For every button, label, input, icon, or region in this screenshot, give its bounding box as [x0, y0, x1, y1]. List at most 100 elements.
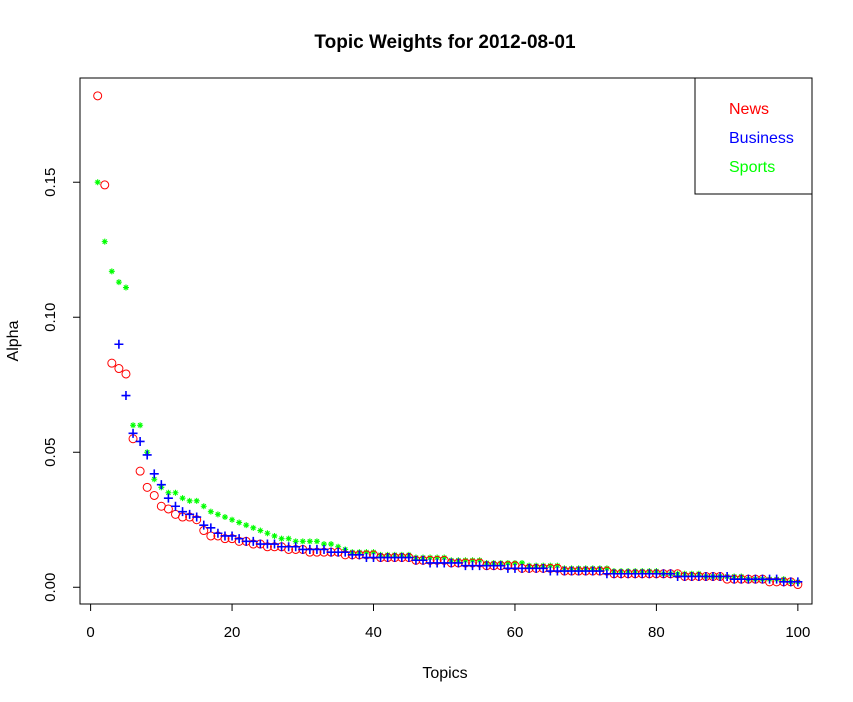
point-sports: [122, 284, 129, 291]
point-sports: [264, 530, 271, 537]
point-sports: [179, 495, 186, 502]
point-news: [93, 91, 103, 101]
data-points: [93, 91, 803, 590]
point-sports: [299, 538, 306, 545]
point-sports: [94, 179, 101, 186]
point-sports: [441, 554, 448, 561]
point-business: [185, 509, 195, 519]
point-sports: [370, 549, 377, 556]
point-business: [199, 520, 209, 530]
point-news: [142, 482, 152, 492]
point-news: [149, 490, 159, 500]
point-sports: [363, 549, 370, 556]
point-business: [291, 542, 301, 552]
point-business: [319, 544, 329, 554]
point-sports: [108, 268, 115, 275]
point-sports: [335, 543, 342, 550]
point-sports: [321, 541, 327, 548]
point-sports: [285, 535, 292, 542]
y-tick-label: 0.10: [42, 303, 59, 332]
x-axis: 0 20 40 60 80 100: [86, 604, 810, 641]
point-business: [206, 523, 216, 533]
point-business: [354, 550, 364, 560]
point-business: [128, 428, 138, 438]
point-business: [722, 571, 732, 581]
point-business: [248, 536, 258, 546]
point-business: [170, 501, 180, 511]
point-business: [666, 569, 676, 579]
plot-frame: [79, 77, 813, 605]
point-business: [453, 558, 463, 568]
point-sports: [200, 503, 207, 510]
point-business: [404, 553, 414, 563]
point-business: [163, 493, 173, 503]
point-business: [793, 577, 803, 587]
point-sports: [165, 489, 172, 496]
x-tick-label: 80: [648, 624, 665, 641]
point-sports: [130, 422, 137, 429]
point-business: [496, 561, 506, 571]
legend: News Business Sports: [694, 77, 813, 195]
point-business: [340, 547, 350, 557]
point-sports: [193, 497, 200, 504]
point-business: [213, 528, 223, 538]
point-sports: [603, 565, 610, 572]
point-sports: [271, 532, 278, 539]
point-business: [114, 339, 124, 349]
point-sports: [504, 559, 511, 566]
point-sports: [427, 554, 434, 561]
point-sports: [434, 554, 441, 561]
point-sports: [547, 562, 554, 569]
point-sports: [278, 535, 285, 542]
point-sports: [554, 562, 561, 569]
point-business: [418, 555, 428, 565]
point-business: [227, 531, 237, 541]
legend-item-news: News: [729, 101, 769, 118]
point-business: [234, 534, 244, 544]
point-sports: [221, 514, 228, 521]
point-business: [772, 574, 782, 584]
x-tick-label: 60: [507, 624, 524, 641]
point-business: [121, 391, 131, 401]
point-sports: [172, 489, 179, 496]
point-business: [135, 436, 145, 446]
point-sports: [257, 527, 264, 534]
point-sports: [328, 541, 335, 548]
point-sports: [313, 538, 320, 545]
point-sports: [115, 279, 122, 286]
point-sports: [229, 516, 236, 523]
point-sports: [511, 559, 518, 566]
x-tick-label: 100: [785, 624, 810, 641]
legend-box: [694, 77, 813, 195]
point-news: [100, 180, 110, 190]
point-news: [121, 369, 131, 379]
point-sports: [306, 538, 313, 545]
legend-item-business: Business: [729, 130, 794, 147]
point-sports: [186, 497, 193, 504]
point-news: [114, 364, 124, 374]
y-axis-label: Alpha: [5, 320, 22, 361]
point-news: [163, 504, 173, 514]
point-business: [538, 563, 548, 573]
y-tick-label: 0.15: [42, 168, 59, 197]
point-sports: [151, 476, 158, 483]
point-news: [135, 466, 145, 476]
point-sports: [214, 511, 221, 518]
point-business: [156, 480, 166, 490]
point-sports: [250, 524, 257, 531]
point-sports: [243, 522, 250, 529]
x-tick-label: 20: [224, 624, 241, 641]
point-business: [178, 507, 188, 517]
point-sports: [101, 238, 108, 245]
chart-title: Topic Weights for 2012-08-01: [314, 32, 576, 53]
point-business: [192, 512, 202, 522]
point-business: [142, 450, 152, 460]
x-axis-label: Topics: [422, 665, 467, 682]
y-tick-label: 0.05: [42, 438, 59, 467]
point-sports: [236, 519, 243, 526]
point-sports: [462, 557, 469, 564]
legend-item-sports: Sports: [729, 159, 775, 176]
point-sports: [292, 538, 299, 545]
point-business: [595, 566, 605, 576]
